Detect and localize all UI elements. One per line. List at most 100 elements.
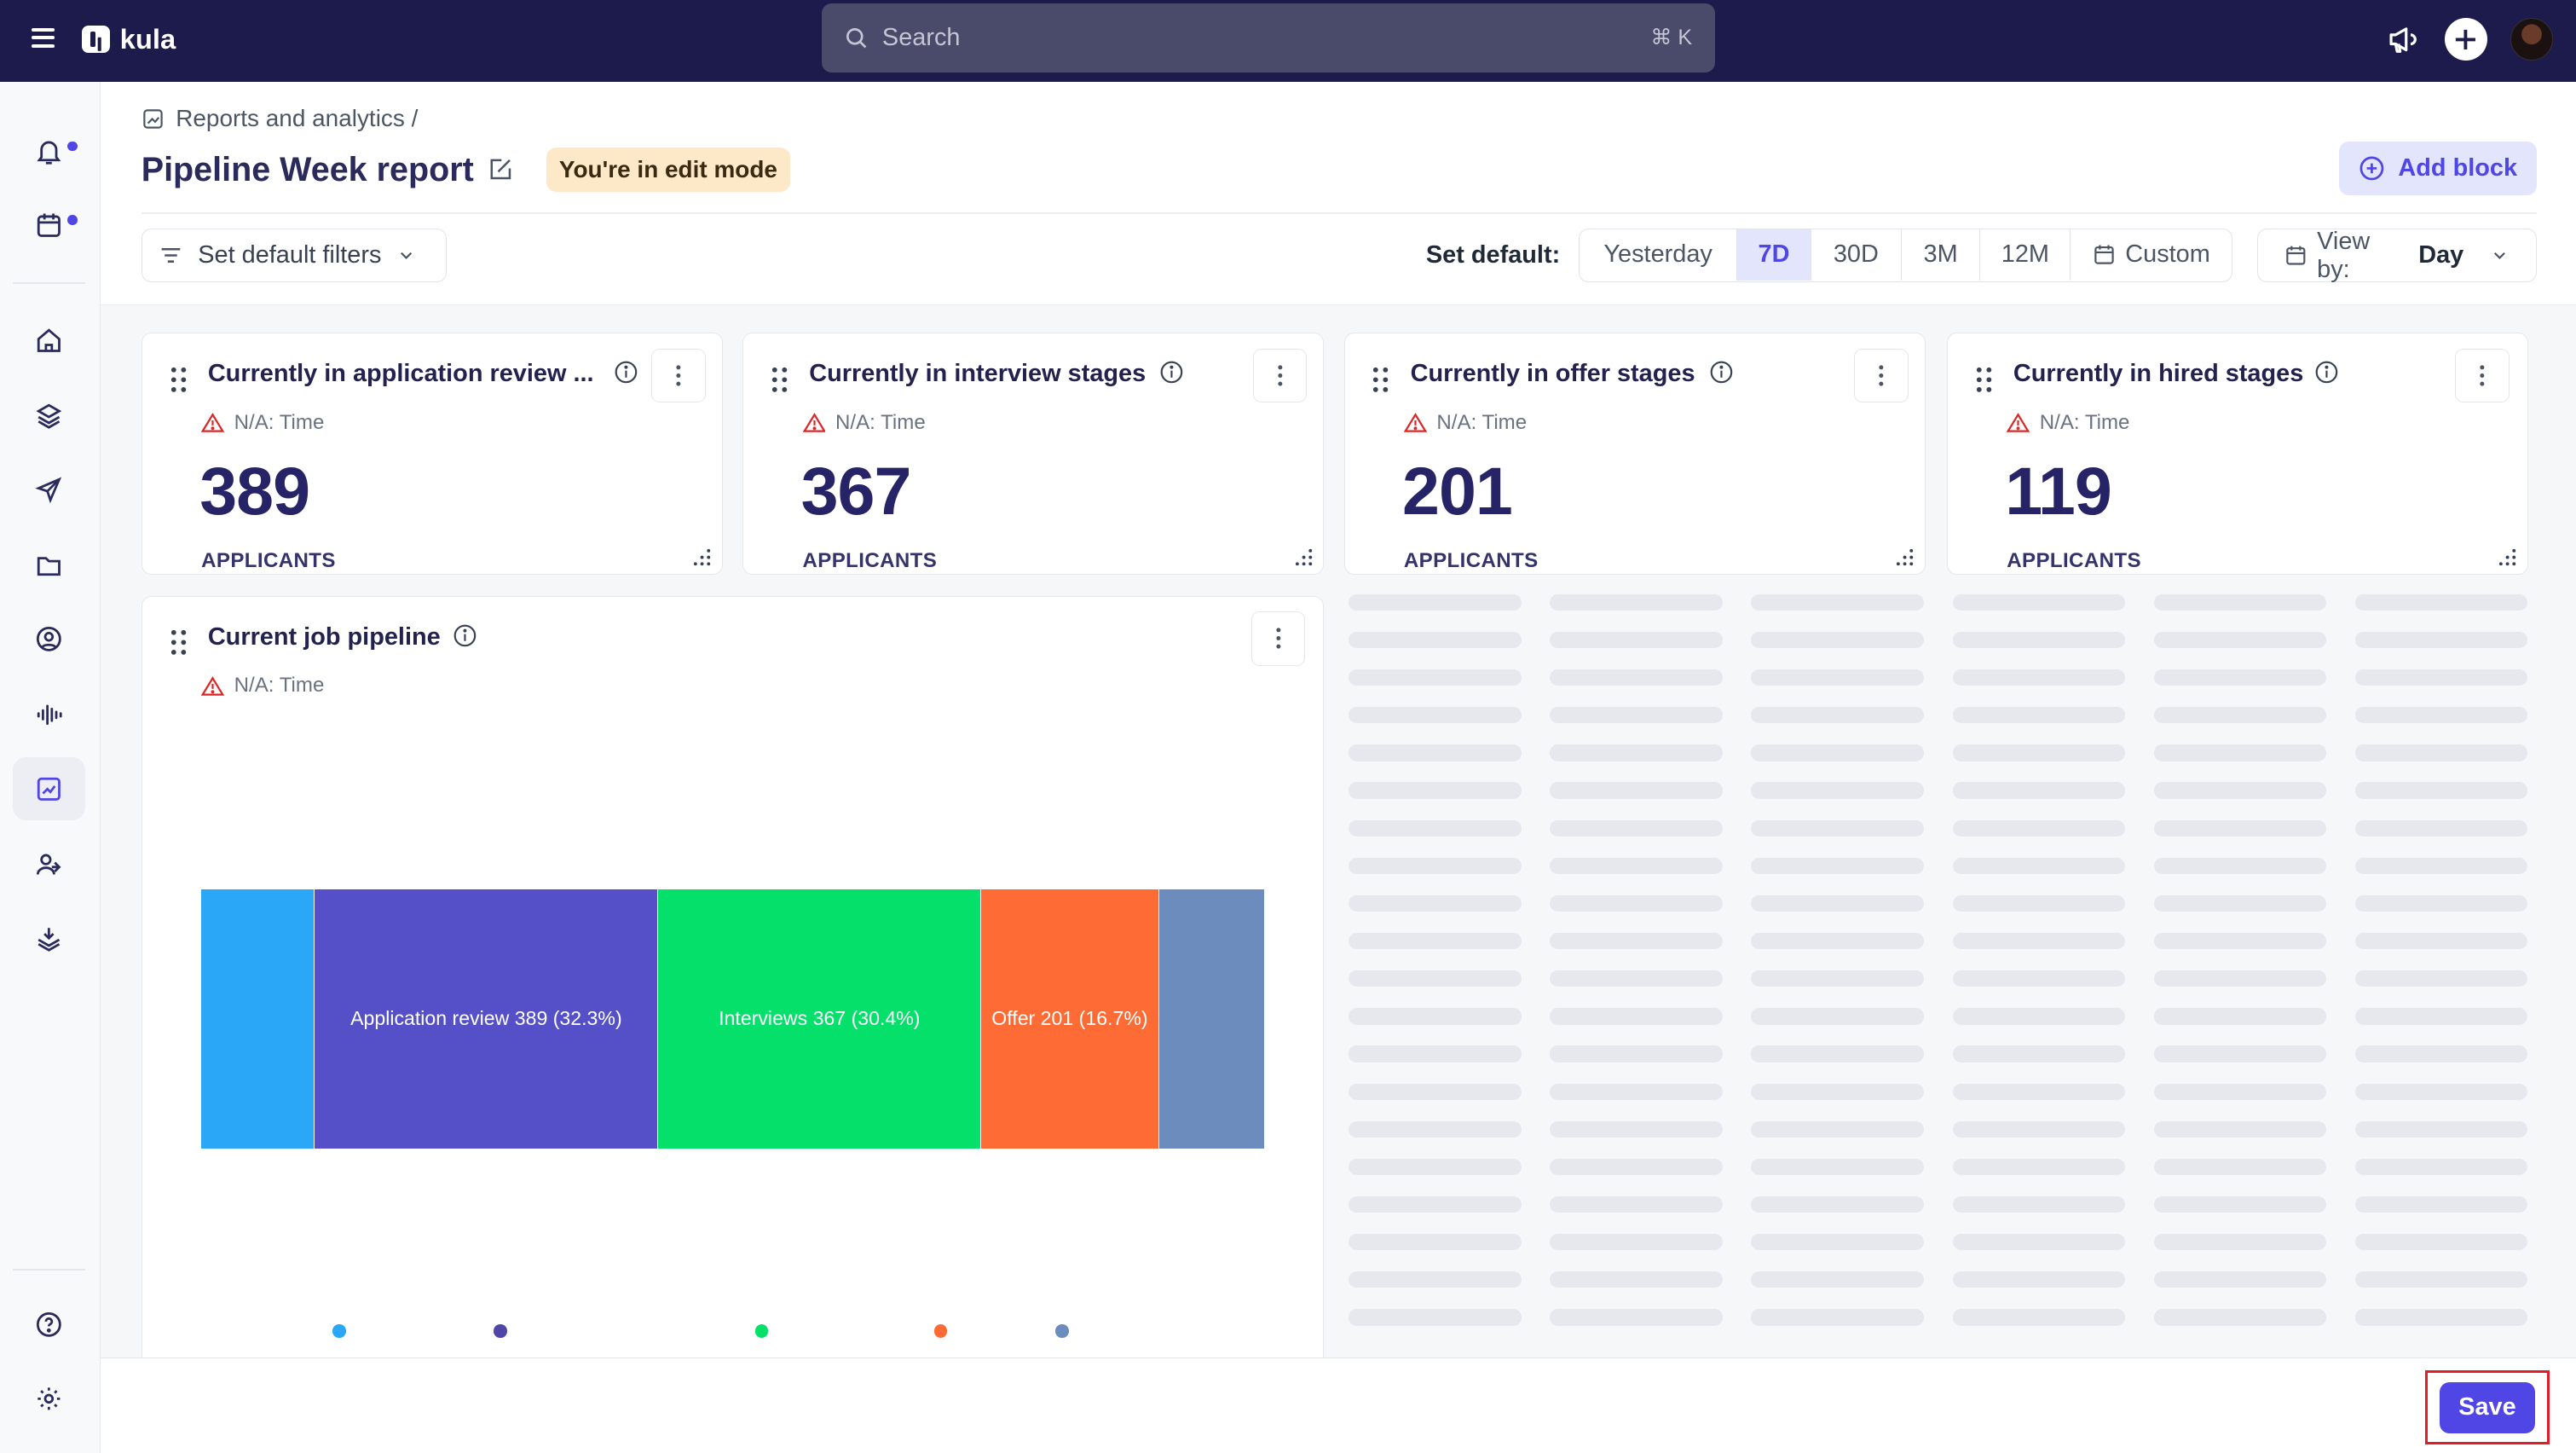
info-icon[interactable]	[1709, 360, 1734, 385]
skeleton-line	[2153, 857, 2327, 874]
skeleton-line	[1550, 857, 1723, 874]
resize-handle-icon[interactable]	[1294, 547, 1314, 567]
pipeline-segment[interactable]	[1158, 889, 1265, 1149]
pipeline-segment[interactable]: Interviews 367 (30.4%)	[658, 889, 982, 1149]
resize-handle-icon[interactable]	[692, 547, 712, 567]
sidebar-item-files[interactable]	[13, 534, 85, 596]
legend-marker[interactable]	[933, 1324, 948, 1338]
sidebar-item-team[interactable]	[13, 833, 85, 895]
skeleton-line	[2153, 1083, 2327, 1100]
legend-marker[interactable]	[494, 1324, 507, 1338]
drag-handle-icon[interactable]	[770, 365, 789, 395]
sidebar-item-reports[interactable]	[13, 757, 86, 820]
pipeline-segment[interactable]: Offer 201 (16.7%)	[981, 889, 1159, 1149]
view-by-select[interactable]: View by: Day	[2257, 227, 2537, 283]
notification-dot	[67, 141, 78, 152]
range-30d[interactable]: 30D	[1811, 229, 1902, 281]
search-bar[interactable]: ⌘ K	[821, 3, 1716, 72]
metric-card: Currently in hired stages N/A: Time 119 …	[1946, 333, 2529, 575]
breadcrumb: Reports and analytics /	[142, 105, 419, 132]
card-menu-button[interactable]	[2455, 348, 2510, 403]
edit-title-icon[interactable]	[487, 157, 513, 183]
sidebar-item-insights[interactable]	[13, 684, 85, 746]
drag-handle-icon[interactable]	[1974, 365, 1994, 395]
info-icon[interactable]	[453, 623, 477, 648]
calendar-dot	[67, 215, 78, 226]
create-button[interactable]	[2444, 18, 2487, 61]
breadcrumb-link[interactable]: Reports and analytics /	[176, 105, 419, 132]
pipeline-segment[interactable]	[201, 889, 315, 1149]
card-menu-button[interactable]	[1853, 348, 1909, 403]
skeleton-line	[2153, 1195, 2327, 1213]
skeleton-line	[1751, 1234, 1924, 1251]
skeleton-line	[1550, 1045, 1723, 1062]
metric-card: Currently in application review ... N/A:…	[141, 333, 723, 575]
skeleton-line	[1751, 707, 1924, 724]
metric-warning: N/A: Time	[2007, 411, 2129, 435]
legend-marker[interactable]	[754, 1324, 769, 1338]
sidebar-item-imports[interactable]	[13, 907, 85, 970]
range-custom[interactable]: Custom	[2071, 229, 2232, 281]
skeleton-line	[1952, 782, 2125, 799]
save-button[interactable]: Save	[2440, 1381, 2535, 1433]
plus-circle-icon	[2359, 156, 2384, 181]
metric-value: 389	[199, 453, 310, 530]
sidebar-item-calendar[interactable]	[13, 194, 85, 256]
info-icon[interactable]	[1159, 360, 1184, 385]
app-logo[interactable]: kula	[82, 23, 176, 55]
sidebar-item-home[interactable]	[13, 309, 85, 371]
skeleton-line	[2354, 819, 2528, 836]
range-12m[interactable]: 12M	[1980, 229, 2071, 281]
skeleton-line	[1349, 1195, 1522, 1213]
user-avatar[interactable]	[2510, 18, 2554, 61]
range-7d[interactable]: 7D	[1737, 229, 1811, 281]
menu-icon[interactable]	[26, 23, 60, 56]
skeleton-line	[2354, 894, 2528, 912]
resize-handle-icon[interactable]	[1895, 547, 1915, 567]
sidebar-item-notifications[interactable]	[13, 120, 85, 182]
more-vertical-icon	[676, 365, 681, 386]
set-default-label: Set default:	[1425, 241, 1561, 269]
view-by-label: View by:	[2317, 227, 2371, 283]
search-input[interactable]	[881, 23, 1651, 52]
card-menu-button[interactable]	[1250, 611, 1306, 666]
sidebar-item-candidates[interactable]	[13, 608, 85, 670]
announcement-icon[interactable]	[2385, 21, 2421, 57]
sidebar-item-settings[interactable]	[13, 1368, 85, 1430]
sidebar-item-outreach[interactable]	[13, 459, 85, 521]
chevron-down-icon	[2494, 252, 2505, 260]
resize-handle-icon[interactable]	[2498, 547, 2517, 567]
skeleton-line	[1550, 970, 1723, 987]
skeleton-line	[2153, 631, 2327, 649]
drag-handle-icon[interactable]	[169, 628, 188, 657]
drag-handle-icon[interactable]	[1371, 365, 1390, 395]
add-block-button[interactable]: Add block	[2339, 141, 2537, 196]
info-icon[interactable]	[614, 360, 638, 385]
legend-marker[interactable]	[332, 1324, 346, 1338]
info-icon[interactable]	[2314, 360, 2339, 385]
card-menu-button[interactable]	[651, 348, 706, 403]
sidebar-item-jobs[interactable]	[13, 385, 85, 447]
more-vertical-icon	[1879, 365, 1884, 386]
skeleton-line	[2354, 631, 2528, 649]
waveform-icon	[38, 704, 63, 726]
card-menu-button[interactable]	[1252, 348, 1308, 403]
skeleton-line	[1952, 857, 2125, 874]
range-3m[interactable]: 3M	[1902, 229, 1981, 281]
range-yesterday[interactable]: Yesterday	[1580, 229, 1738, 281]
skeleton-line	[1952, 932, 2125, 950]
metric-warning: N/A: Time	[802, 411, 926, 435]
default-filters-label: Set default filters	[198, 241, 382, 269]
drag-handle-icon[interactable]	[169, 365, 188, 395]
sidebar-item-help[interactable]	[13, 1294, 85, 1356]
default-filters-button[interactable]: Set default filters	[141, 228, 448, 283]
home-icon	[38, 327, 61, 352]
skeleton-line	[1550, 593, 1723, 611]
sidebar-divider-bottom	[13, 1268, 86, 1271]
legend-marker[interactable]	[1055, 1324, 1069, 1338]
skeleton-line	[1349, 857, 1522, 874]
pipeline-segment[interactable]: Application review 389 (32.3%)	[315, 889, 659, 1149]
metric-unit: APPLICANTS	[802, 548, 938, 572]
skeleton-line	[1952, 1271, 2125, 1288]
skeleton-line	[1550, 819, 1723, 836]
